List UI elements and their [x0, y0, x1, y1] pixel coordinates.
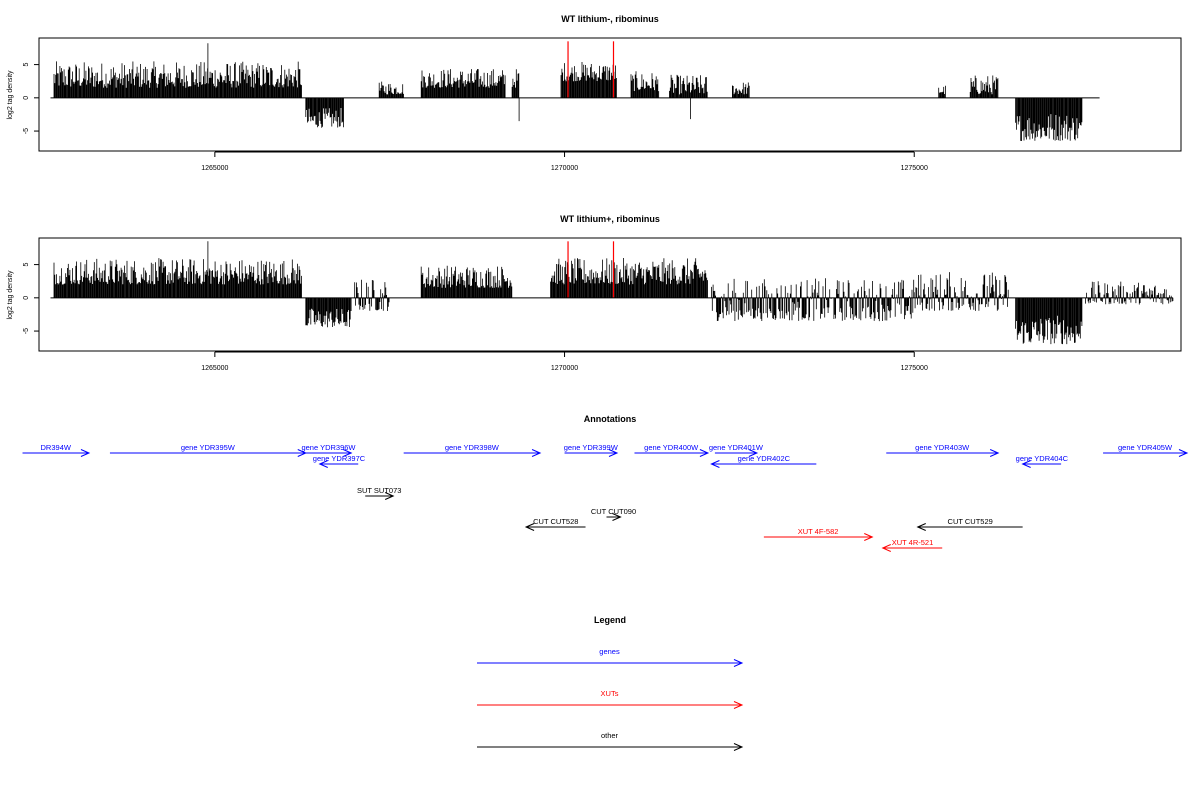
legend-items: genes XUTs other [477, 647, 744, 751]
y-tick-label: 5 [23, 63, 30, 67]
y-axis-label: log2 tag density [7, 270, 14, 320]
feature-arrowhead [864, 533, 874, 541]
panel-title: WT lithium-, ribominus [561, 14, 659, 24]
annotation-feature: CUT CUT528 [524, 517, 586, 531]
x-tick-label: 1275000 [901, 165, 928, 172]
feature-arrowhead [989, 449, 1000, 457]
feature-label: gene YDR395W [181, 443, 236, 452]
y-axis-label: log2 tag density [7, 70, 14, 120]
feature-label: gene YDR400W [644, 443, 699, 452]
feature-arrowhead [343, 449, 353, 457]
feature-arrowhead [612, 513, 622, 521]
feature-arrowhead [1021, 460, 1031, 468]
feature-label: CUT CUT528 [533, 517, 578, 526]
feature-label: gene YDR398W [445, 443, 500, 452]
annotation-feature: gene YDR401W [709, 443, 764, 457]
y-tick-label: 0 [23, 96, 30, 100]
annotation-feature: XUT 4R-521 [881, 538, 943, 552]
feature-label: gene YDR396W [301, 443, 356, 452]
annotation-feature: DR394W [22, 443, 91, 457]
x-axis: 1265000 1270000 1275000 [201, 351, 928, 372]
annotations-panel: Annotations DR394W gene YDR395W gene YDR39… [22, 414, 1189, 552]
feature-arrowhead [916, 523, 926, 531]
feature-label: XUT 4F-582 [798, 527, 839, 536]
legend-item: other [477, 731, 744, 751]
feature-arrowhead [748, 449, 759, 457]
feature-arrowhead [699, 449, 710, 457]
feature-arrowhead [1178, 449, 1189, 457]
annotation-feature: gene YDR397C [313, 454, 366, 468]
feature-arrowhead [80, 449, 91, 457]
annotation-feature: XUT 4F-582 [763, 527, 874, 541]
panel-lithium-minus: WT lithium-, ribominus log2 tag density … [7, 14, 1182, 172]
feature-label: SUT SUT073 [357, 486, 401, 495]
y-tick-label: 5 [23, 263, 30, 267]
legend-arrowhead [733, 701, 744, 709]
coverage-bar-series [53, 43, 1083, 141]
annotation-feature: gene YDR405W [1103, 443, 1189, 457]
annotation-feature: gene YDR395W [109, 443, 308, 457]
y-tick-label: -5 [23, 328, 30, 334]
highlight-lines [567, 41, 615, 98]
feature-arrowhead [710, 460, 720, 468]
feature-arrowhead [524, 523, 535, 531]
coverage-bars [53, 43, 1083, 141]
legend-label: other [601, 731, 619, 740]
feature-label: XUT 4R-521 [892, 538, 934, 547]
panel-title: WT lithium+, ribominus [560, 214, 660, 224]
x-axis: 1265000 1270000 1275000 [201, 151, 928, 172]
legend-title: Legend [594, 615, 626, 625]
legend-item: genes [477, 647, 744, 667]
annotation-feature: SUT SUT073 [357, 486, 401, 500]
feature-arrowhead [531, 449, 542, 457]
annotation-feature: gene YDR398W [403, 443, 542, 457]
feature-arrowhead [318, 460, 328, 468]
legend-label: genes [599, 647, 620, 656]
feature-label: CUT CUT529 [948, 517, 993, 526]
feature-arrowhead [881, 544, 891, 552]
legend-arrowhead [733, 659, 744, 667]
x-tick-label: 1270000 [551, 165, 578, 172]
y-tick-label: -5 [23, 128, 30, 134]
legend-arrowhead [733, 743, 744, 751]
annotation-feature: gene YDR402C [710, 454, 817, 468]
annotations-title: Annotations [584, 414, 637, 424]
legend-item: XUTs [477, 689, 744, 709]
feature-label: CUT CUT090 [591, 507, 636, 516]
feature-label: gene YDR397C [313, 454, 366, 463]
annotation-features: DR394W gene YDR395W gene YDR396W gene YDR39… [22, 443, 1189, 552]
feature-label: gene YDR399W [564, 443, 619, 452]
legend-label: XUTs [601, 689, 619, 698]
legend-panel: Legend genes XUTs other [477, 615, 744, 751]
annotation-feature: gene YDR396W [301, 443, 356, 457]
annotation-feature: gene YDR399W [564, 443, 619, 457]
y-axis: -5 0 5 [23, 263, 40, 334]
feature-label: gene YDR404C [1016, 454, 1069, 463]
panel-lithium-plus: WT lithium+, ribominus log2 tag density … [7, 214, 1182, 372]
feature-arrowhead [608, 449, 619, 457]
annotation-feature: gene YDR403W [886, 443, 1000, 457]
x-tick-label: 1270000 [551, 365, 578, 372]
annotation-feature: CUT CUT090 [591, 507, 636, 521]
x-tick-label: 1275000 [901, 365, 928, 372]
feature-label: gene YDR402C [738, 454, 791, 463]
annotation-feature: CUT CUT529 [916, 517, 1023, 531]
annotation-feature: gene YDR400W [634, 443, 710, 457]
x-tick-label: 1265000 [201, 365, 228, 372]
x-tick-label: 1265000 [201, 165, 228, 172]
annotation-feature: gene YDR404C [1016, 454, 1069, 468]
feature-label: DR394W [41, 443, 72, 452]
feature-arrowhead [384, 492, 395, 500]
highlight-lines [567, 241, 615, 298]
y-axis: -5 0 5 [23, 63, 40, 134]
feature-label: gene YDR401W [709, 443, 764, 452]
feature-label: gene YDR405W [1118, 443, 1173, 452]
feature-label: gene YDR403W [915, 443, 970, 452]
y-tick-label: 0 [23, 296, 30, 300]
